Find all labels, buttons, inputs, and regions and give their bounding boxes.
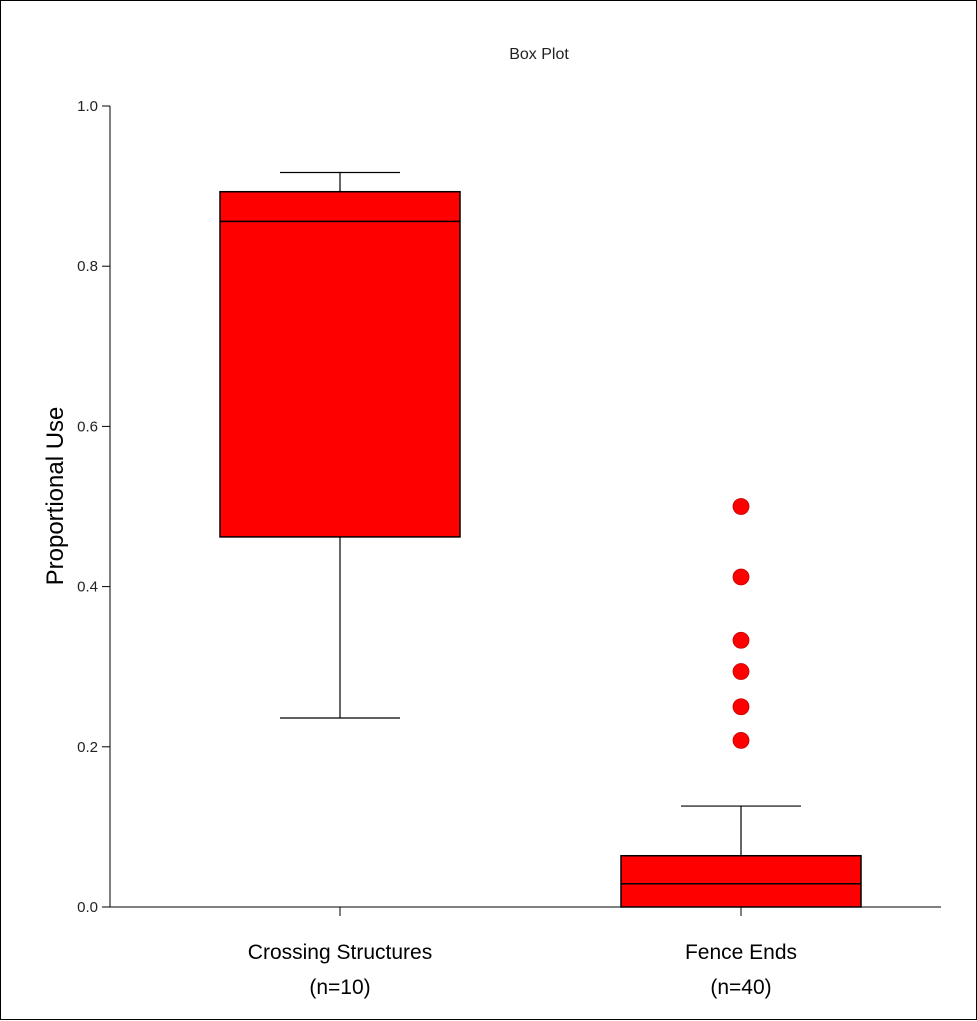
x-axis: Crossing Structures (n=10) Fence Ends (n=40… xyxy=(110,906,941,999)
outlier-point xyxy=(732,698,750,716)
iqr-box xyxy=(620,854,862,908)
x-category-label: Crossing Structures xyxy=(248,941,432,964)
y-axis: 0.0 0.2 0.4 0.6 0.8 1.0 xyxy=(77,98,111,916)
outlier-point xyxy=(732,663,750,680)
x-category-n-label: (n=40) xyxy=(710,976,771,999)
y-tick-label: 0.2 xyxy=(77,739,98,756)
y-tick-label: 0.4 xyxy=(77,579,98,596)
y-tick-label: 0.0 xyxy=(77,899,98,916)
y-axis-label: Proportional Use xyxy=(42,407,69,586)
outlier-point xyxy=(732,731,750,749)
box-group xyxy=(620,498,862,908)
x-category-label: Fence Ends xyxy=(685,941,797,964)
y-tick-label: 0.8 xyxy=(77,258,98,275)
y-tick-label: 0.6 xyxy=(77,418,98,435)
chart-title: Box Plot xyxy=(509,46,569,63)
x-category-n-label: (n=10) xyxy=(309,976,370,999)
outlier-point xyxy=(732,568,750,586)
box-group xyxy=(219,171,461,719)
y-tick-label: 1.0 xyxy=(77,98,98,115)
iqr-box xyxy=(219,190,461,538)
outlier-point xyxy=(732,498,750,515)
boxes-layer xyxy=(219,171,862,908)
outlier-point xyxy=(732,631,750,649)
